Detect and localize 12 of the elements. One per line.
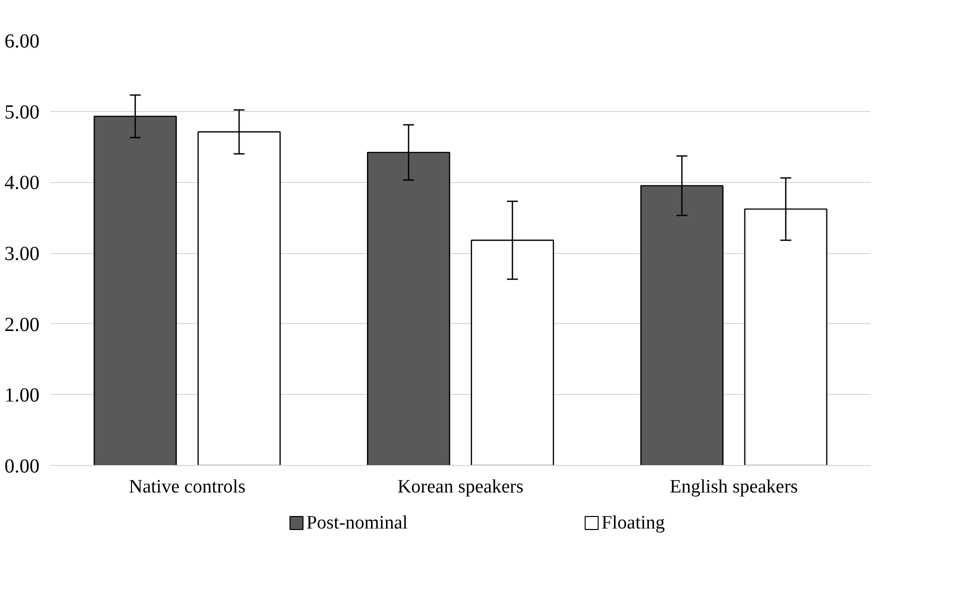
y-tick-label: 3.00	[4, 243, 40, 265]
x-tick-label: Korean speakers	[397, 476, 524, 498]
legend-label: Post-nominal	[306, 512, 408, 534]
y-tick-label: 1.00	[4, 384, 40, 407]
y-tick-label: 5.00	[4, 101, 40, 124]
y-tick-label: 6.00	[4, 30, 40, 52]
x-tick-label: English speakers	[670, 476, 798, 498]
x-tick-label: Native controls	[128, 476, 246, 498]
legend-label: Floating	[602, 512, 666, 534]
y-tick-label: 4.00	[4, 172, 40, 194]
y-tick-label: 0.00	[4, 456, 40, 478]
y-tick-label: 2.00	[4, 314, 40, 336]
